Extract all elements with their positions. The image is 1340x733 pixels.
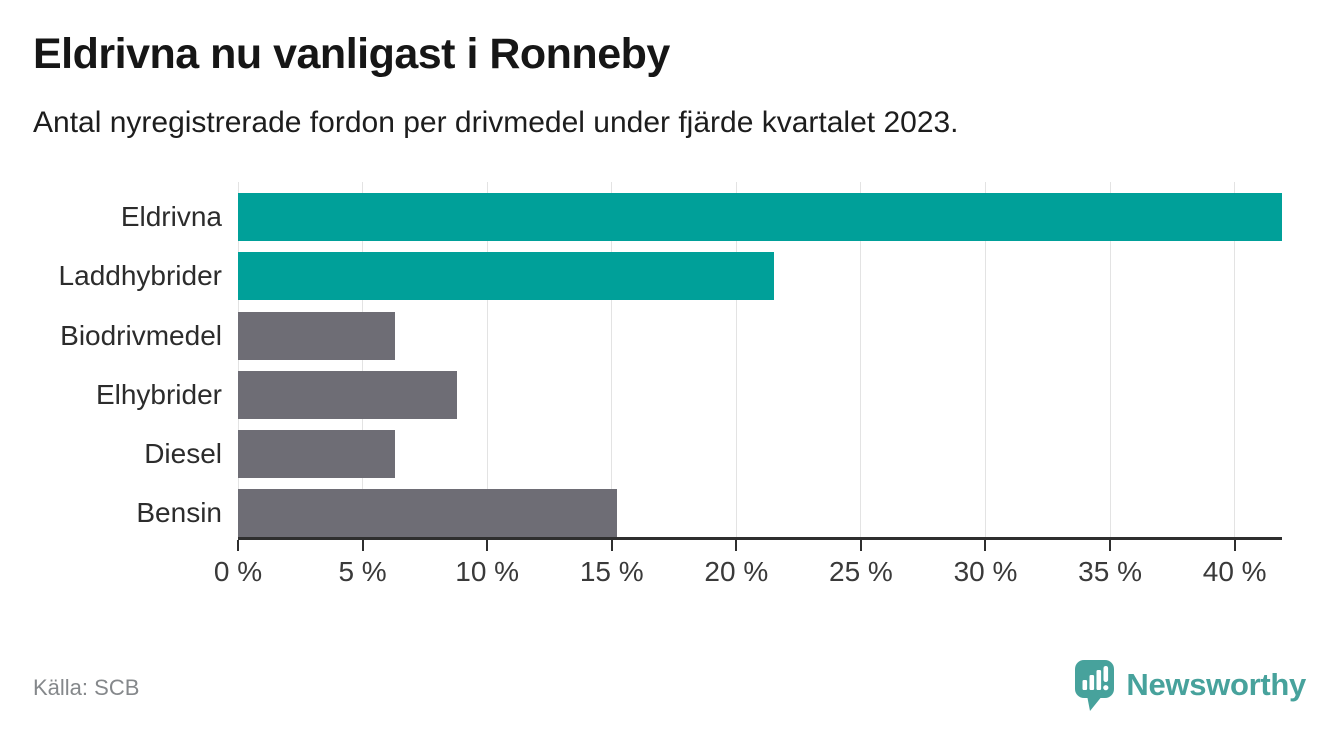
- x-axis-tick: [610, 540, 613, 551]
- x-axis-tick: [984, 540, 987, 551]
- x-axis-tick: [486, 540, 489, 551]
- x-axis-tick: [361, 540, 364, 551]
- x-tick-label: 5 %: [338, 556, 387, 587]
- category-labels: Eldrivna Laddhybrider Biodrivmedel Elhybrid…: [0, 182, 222, 537]
- gridline: [860, 182, 862, 537]
- gridline: [1234, 182, 1236, 537]
- gridline: [735, 182, 737, 537]
- gridline: [984, 182, 986, 537]
- x-tick-label: 20 %: [704, 556, 769, 587]
- bar-laddhybrider: [238, 252, 774, 301]
- brand-logo: Newsworthy: [1074, 656, 1306, 714]
- x-axis-tick: [1109, 540, 1112, 551]
- bar-biodrivmedel: [238, 311, 395, 360]
- bar-eldrivna: [238, 193, 1282, 242]
- x-tick-label: 35 %: [1078, 556, 1142, 587]
- category-label: Bensin: [136, 497, 222, 528]
- x-tick-label: 25 %: [828, 556, 893, 587]
- category-label: Elhybrider: [95, 378, 222, 410]
- x-axis: 0 % 5 % 10 % 15 % 20 % 25 % 30 % 35 % 40 %: [214, 540, 1282, 600]
- x-tick-label: 30 %: [953, 556, 1018, 587]
- bar-elhybrider: [238, 370, 458, 419]
- x-axis-tick: [735, 540, 738, 551]
- x-tick-label: 15 %: [579, 556, 644, 587]
- gridline: [486, 182, 488, 537]
- x-axis-tick: [237, 540, 239, 551]
- brand-name: Newsworthy: [1126, 667, 1306, 702]
- gridline: [362, 182, 364, 537]
- bar-diesel: [238, 429, 395, 478]
- page-subtitle: Antal nyregistrerade fordon per drivmede…: [33, 106, 959, 139]
- gridline: [237, 182, 239, 537]
- bar-bensin: [238, 489, 617, 537]
- page-title: Eldrivna nu vanligast i Ronneby: [33, 30, 670, 78]
- plot-area: [237, 182, 1282, 540]
- x-axis-tick: [1233, 540, 1236, 551]
- gridline: [1109, 182, 1111, 537]
- x-tick-label: 10 %: [455, 556, 520, 587]
- gridline: [611, 182, 613, 537]
- source-note: Källa: SCB: [33, 675, 140, 700]
- category-label: Diesel: [144, 437, 222, 469]
- category-label: Eldrivna: [120, 201, 222, 233]
- x-tick-label: 40 %: [1202, 556, 1267, 587]
- category-label: Biodrivmedel: [60, 319, 222, 351]
- x-tick-label: 0 %: [213, 556, 263, 587]
- category-label: Laddhybrider: [58, 260, 222, 292]
- x-axis-tick: [859, 540, 862, 551]
- newsworthy-icon: [1074, 659, 1115, 712]
